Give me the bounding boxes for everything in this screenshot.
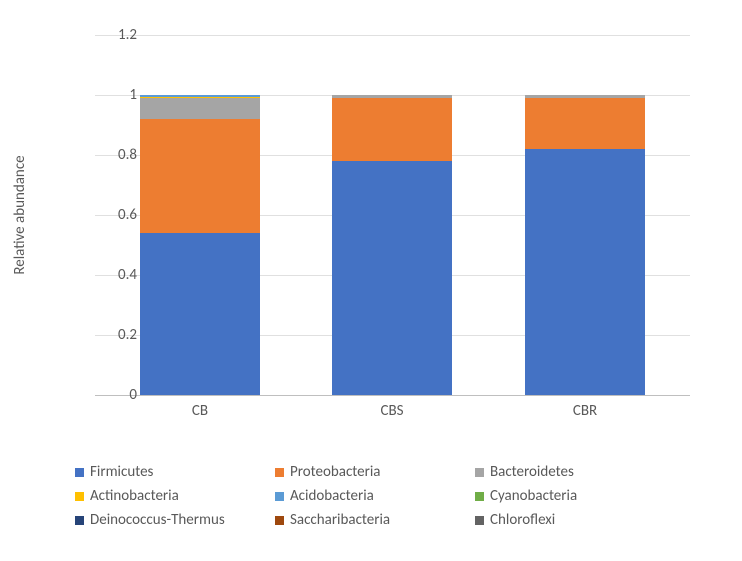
legend-swatch <box>475 468 484 477</box>
bar-segment <box>332 95 452 98</box>
bar-segment <box>140 97 260 99</box>
y-tick-label: 1 <box>97 86 137 104</box>
y-tick-label: 0 <box>97 386 137 404</box>
y-tick-label: 0.2 <box>97 326 137 344</box>
bar-segment <box>140 233 260 395</box>
x-tick-label: CB <box>140 402 260 420</box>
legend-swatch <box>475 492 484 501</box>
x-tick-label: CBS <box>332 402 452 420</box>
y-tick-label: 0.6 <box>97 206 137 224</box>
x-tick-label: CBR <box>525 402 645 420</box>
legend-item: Bacteroidetes <box>475 460 675 484</box>
legend-label: Chloroflexi <box>490 508 555 532</box>
legend-label: Proteobacteria <box>290 460 380 484</box>
legend-item: Chloroflexi <box>475 508 675 532</box>
chart-container: Relative abundance Firmicutes Proteobacte… <box>0 0 742 561</box>
legend-label: Cyanobacteria <box>490 484 577 508</box>
legend-label: Actinobacteria <box>90 484 179 508</box>
legend-swatch <box>275 492 284 501</box>
legend-item: Deinococcus-Thermus <box>75 508 275 532</box>
y-tick-label: 0.4 <box>97 266 137 284</box>
legend-item: Actinobacteria <box>75 484 275 508</box>
bar-segment <box>525 95 645 98</box>
gridline <box>95 35 690 36</box>
bar-segment <box>525 149 645 395</box>
legend-item: Cyanobacteria <box>475 484 675 508</box>
legend-row: Firmicutes Proteobacteria Bacteroidetes <box>75 460 675 484</box>
legend-row: Actinobacteria Acidobacteria Cyanobacteria <box>75 484 675 508</box>
legend-row: Deinococcus-Thermus Saccharibacteria Chlor… <box>75 508 675 532</box>
legend-swatch <box>275 468 284 477</box>
bar-segment <box>140 98 260 119</box>
legend: FirmicutesProteobacteriaBacteroidetesAct… <box>75 460 675 532</box>
legend-item: Acidobacteria <box>275 484 475 508</box>
legend-swatch <box>75 468 84 477</box>
legend-label: Bacteroidetes <box>490 460 574 484</box>
bar-segment <box>140 119 260 233</box>
y-axis-title: Relative abundance <box>11 155 29 274</box>
legend-label: Firmicutes <box>90 460 153 484</box>
y-tick-label: 0.8 <box>97 146 137 164</box>
y-tick-label: 1.2 <box>97 26 137 44</box>
legend-item: Firmicutes <box>75 460 275 484</box>
legend-swatch <box>475 516 484 525</box>
legend-swatch <box>75 516 84 525</box>
bar-segment <box>332 161 452 395</box>
legend-label: Acidobacteria <box>290 484 374 508</box>
legend-swatch <box>275 516 284 525</box>
legend-label: Saccharibacteria <box>290 508 390 532</box>
bar-segment <box>525 98 645 149</box>
bar-segment <box>140 95 260 97</box>
legend-swatch <box>75 492 84 501</box>
plot-area <box>95 35 690 396</box>
bar-segment <box>332 98 452 161</box>
legend-item: Proteobacteria <box>275 460 475 484</box>
legend-item: Saccharibacteria <box>275 508 475 532</box>
legend-label: Deinococcus-Thermus <box>90 508 225 532</box>
